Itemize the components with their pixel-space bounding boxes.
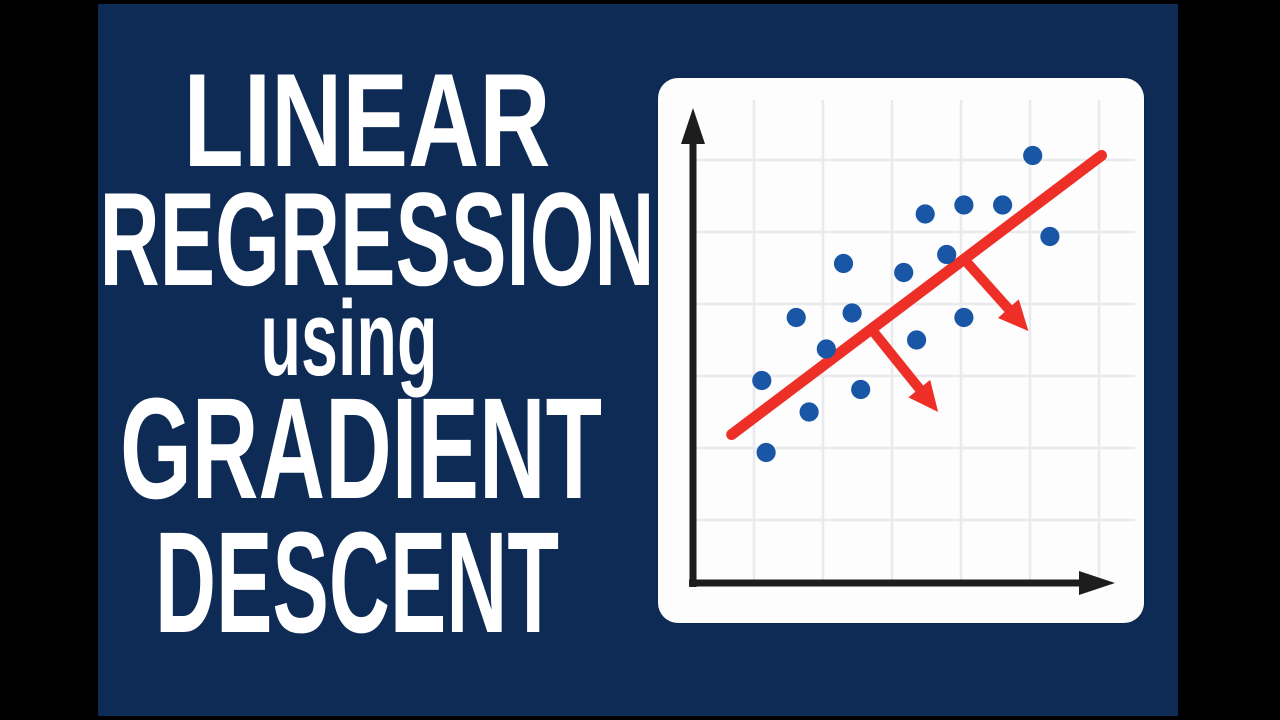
data-point bbox=[833, 253, 854, 274]
data-point bbox=[816, 339, 836, 359]
data-point bbox=[1040, 226, 1060, 247]
gradient-arrow-stem bbox=[865, 323, 930, 400]
scatter-chart bbox=[681, 100, 1135, 595]
gradient-arrow-head bbox=[908, 379, 939, 412]
data-point bbox=[756, 442, 776, 463]
y-axis-arrowhead bbox=[681, 108, 705, 144]
chart-card bbox=[658, 78, 1144, 623]
data-point bbox=[937, 244, 957, 265]
data-point bbox=[1023, 145, 1043, 166]
data-point bbox=[993, 195, 1013, 215]
gradient-arrow-stem bbox=[960, 255, 1019, 320]
data-point bbox=[752, 370, 772, 391]
data-point bbox=[915, 204, 935, 224]
data-point bbox=[842, 303, 862, 323]
data-point bbox=[851, 379, 871, 400]
data-point bbox=[954, 307, 974, 328]
gradient-arrow-head bbox=[997, 299, 1029, 331]
data-point bbox=[907, 330, 927, 350]
regression-line bbox=[726, 150, 1107, 440]
data-point bbox=[894, 262, 914, 283]
data-point bbox=[954, 195, 974, 215]
x-axis-arrowhead bbox=[1079, 571, 1115, 595]
data-point bbox=[786, 307, 806, 328]
data-point bbox=[799, 402, 819, 422]
